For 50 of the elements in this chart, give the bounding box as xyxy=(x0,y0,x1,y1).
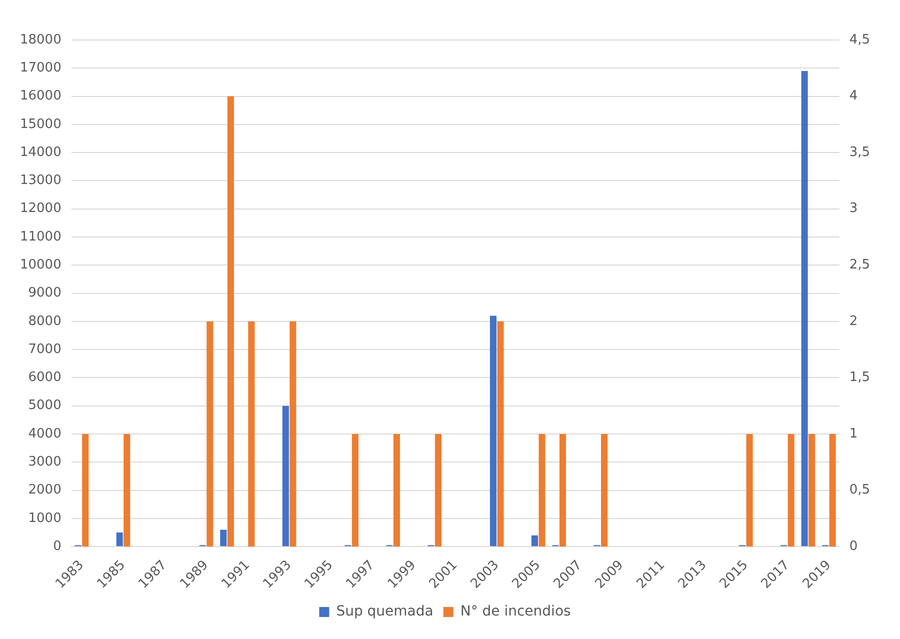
y-tick-label: 13000 xyxy=(20,173,62,188)
y-tick-label: 16000 xyxy=(20,88,62,104)
y2-tick-label: 0 xyxy=(849,538,858,554)
y2-tick-label: 0,5 xyxy=(849,482,870,498)
bar xyxy=(829,434,836,547)
bar xyxy=(559,434,566,547)
bar xyxy=(352,434,358,547)
bar xyxy=(227,96,234,547)
y2-tick-label: 1 xyxy=(849,426,858,442)
bar xyxy=(116,532,123,546)
y-tick-label: 10000 xyxy=(20,258,62,273)
y2-tick-label: 3 xyxy=(849,201,858,216)
bar xyxy=(434,434,442,547)
y2-tick-label: 4,5 xyxy=(849,32,870,48)
y-tick-label: 9000 xyxy=(28,286,62,301)
y-tick-label: 1000 xyxy=(28,510,62,526)
legend-label: N° de incendios xyxy=(460,604,571,620)
y-tick-label: 15000 xyxy=(20,116,62,132)
bar xyxy=(220,530,227,546)
bar xyxy=(746,434,753,547)
y2-tick-label: 1,5 xyxy=(849,370,870,386)
y-tick-label: 2000 xyxy=(28,482,62,498)
bar xyxy=(393,434,400,547)
bar xyxy=(801,70,808,546)
y-tick-label: 5000 xyxy=(28,398,62,414)
y2-tick-label: 4 xyxy=(849,88,858,104)
y-tick-label: 14000 xyxy=(20,144,62,160)
legend-label: Sup quemada xyxy=(336,604,434,620)
y2-tick-label: 2 xyxy=(849,314,858,329)
y-tick-label: 0 xyxy=(53,538,62,554)
y-tick-label: 17000 xyxy=(20,60,62,76)
y-tick-label: 7000 xyxy=(28,342,62,357)
y2-tick-label: 3,5 xyxy=(849,144,870,160)
bar xyxy=(600,434,608,547)
bar xyxy=(538,434,546,547)
y-tick-label: 11000 xyxy=(20,229,62,244)
bar xyxy=(248,321,255,547)
y-tick-label: 8000 xyxy=(28,314,62,329)
y2-tick-label: 2,5 xyxy=(849,258,870,273)
bar xyxy=(124,434,130,547)
bar xyxy=(82,434,89,547)
bar xyxy=(808,434,816,547)
bar xyxy=(788,434,794,547)
bar xyxy=(206,321,214,547)
y-tick-label: 18000 xyxy=(20,32,62,48)
y-tick-label: 6000 xyxy=(28,370,62,386)
y-tick-label: 3000 xyxy=(28,454,62,470)
bar xyxy=(531,535,538,546)
y-tick-label: 4000 xyxy=(28,426,62,442)
y-tick-label: 12000 xyxy=(20,201,62,216)
